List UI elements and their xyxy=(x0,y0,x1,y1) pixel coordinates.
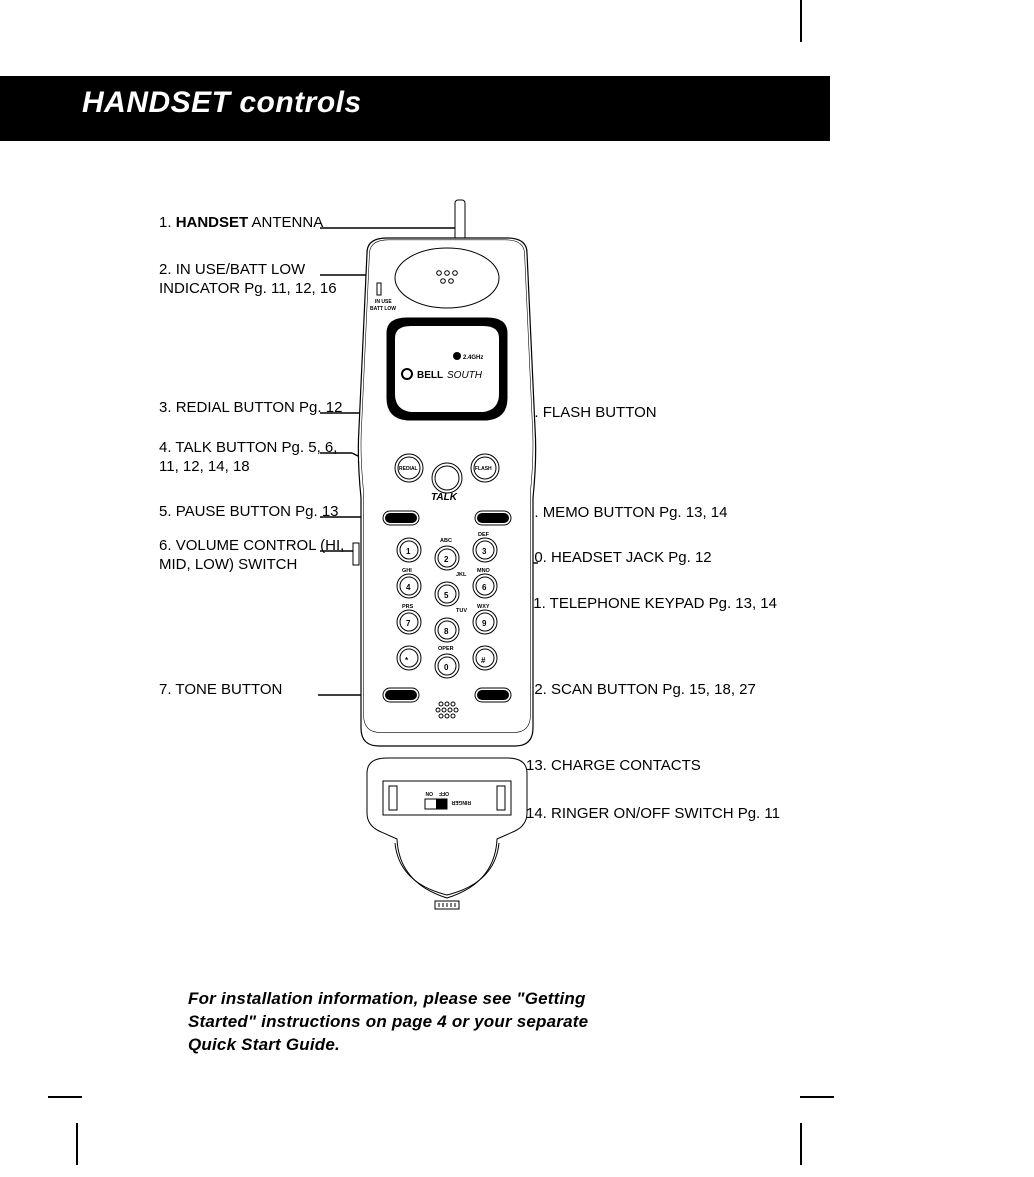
callout-bold: HANDSET xyxy=(176,214,249,231)
callout-num: 4. xyxy=(159,439,172,456)
svg-text:PRS: PRS xyxy=(402,604,414,610)
handset-diagram: 1. HANDSET ANTENNA 2. IN USE/BATT LOW IN… xyxy=(82,158,952,938)
svg-text:6: 6 xyxy=(482,583,487,592)
handset-front-illustration: IN USE BATT LOW 2.4GHz BELL SOUTH xyxy=(347,198,547,818)
svg-text:JKL: JKL xyxy=(456,572,467,578)
page-title: HANDSET controls xyxy=(82,86,362,120)
svg-text:#: # xyxy=(481,656,486,665)
label-tone: TONE xyxy=(393,693,407,699)
callout-12: 12. SCAN BUTTON Pg. 15, 18, 27 xyxy=(526,681,786,700)
crop-mark xyxy=(800,0,802,42)
crop-mark xyxy=(48,1096,82,1098)
svg-text:ABC: ABC xyxy=(440,538,452,544)
callout-text: SCAN BUTTON Pg. 15, 18, 27 xyxy=(551,681,756,698)
svg-text:DEF: DEF xyxy=(478,532,490,538)
svg-text:7: 7 xyxy=(406,619,411,628)
label-ghz: 2.4GHz xyxy=(463,355,483,361)
callout-3: 3. REDIAL BUTTON Pg. 12 xyxy=(159,399,349,418)
callout-9: 9. MEMO BUTTON Pg. 13, 14 xyxy=(526,504,786,523)
crop-mark xyxy=(76,1123,78,1165)
callout-num: 6. xyxy=(159,537,172,554)
svg-text:MNO: MNO xyxy=(477,568,491,574)
callout-num: 7. xyxy=(159,681,172,698)
callout-text: TALK BUTTON Pg. 5, 6, 11, 12, 14, 18 xyxy=(159,439,337,475)
svg-text:9: 9 xyxy=(482,619,487,628)
label-off: OFF xyxy=(439,790,449,796)
callout-2: 2. IN USE/BATT LOW INDICATOR Pg. 11, 12,… xyxy=(159,261,349,299)
label-flash: FLASH xyxy=(475,466,492,472)
svg-text:2: 2 xyxy=(444,555,449,564)
callout-1: 1. HANDSET ANTENNA xyxy=(159,214,349,233)
installation-footnote: For installation information, please see… xyxy=(188,988,608,1057)
svg-text:8: 8 xyxy=(444,627,449,636)
svg-text:5: 5 xyxy=(444,591,449,600)
callout-11: 11. TELEPHONE KEYPAD Pg. 13, 14 xyxy=(526,595,786,614)
svg-text:0: 0 xyxy=(444,663,449,672)
callout-num: 3. xyxy=(159,399,172,416)
title-band: HANDSET controls xyxy=(0,76,830,141)
callout-rest: ANTENNA xyxy=(248,214,323,231)
crop-mark xyxy=(800,1096,834,1098)
label-redial: REDIAL xyxy=(399,466,418,472)
callout-14: 14. RINGER ON/OFF SWITCH Pg. 11 xyxy=(526,805,786,824)
callout-text: CHARGE CONTACTS xyxy=(551,757,701,774)
label-talk: TALK xyxy=(431,492,458,503)
svg-text:WXY: WXY xyxy=(477,604,490,610)
svg-text:GHI: GHI xyxy=(402,568,412,574)
callout-4: 4. TALK BUTTON Pg. 5, 6, 11, 12, 14, 18 xyxy=(159,439,349,477)
brand-bold: BELL xyxy=(417,370,443,381)
svg-text:4: 4 xyxy=(406,583,411,592)
callout-text: TONE BUTTON xyxy=(175,681,282,698)
handset-bottom-illustration: RINGER OFF ON xyxy=(347,753,547,923)
callout-text: RINGER ON/OFF SWITCH Pg. 11 xyxy=(551,805,780,822)
callout-8: 8. FLASH BUTTON xyxy=(526,404,786,423)
svg-text:1: 1 xyxy=(406,547,411,556)
callout-text: PAUSE BUTTON Pg. 13 xyxy=(176,503,339,520)
callout-7: 7. TONE BUTTON xyxy=(159,681,349,700)
crop-mark xyxy=(800,1123,802,1165)
label-pause: PAUSE xyxy=(392,516,410,522)
callout-num: 2. xyxy=(159,261,172,278)
callout-text: IN USE/BATT LOW INDICATOR Pg. 11, 12, 16 xyxy=(159,261,337,297)
svg-text:3: 3 xyxy=(482,547,487,556)
keypad: 1 2 3 ABC DEF 4 5 6 GHI JKL MNO 7 8 9 xyxy=(397,532,497,678)
label-on: ON xyxy=(425,790,433,796)
callout-num: 1. xyxy=(159,214,172,231)
brand-italic: SOUTH xyxy=(447,370,483,381)
callout-text: FLASH BUTTON xyxy=(543,404,657,421)
callout-text: HEADSET JACK Pg. 12 xyxy=(551,549,712,566)
callout-text: REDIAL BUTTON Pg. 12 xyxy=(176,399,343,416)
label-ringer: RINGER xyxy=(451,799,471,805)
callout-13: 13. CHARGE CONTACTS xyxy=(526,757,786,776)
label-memo: MEMO xyxy=(485,516,501,522)
callout-10: 10. HEADSET JACK Pg. 12 xyxy=(526,549,786,568)
callout-num: 5. xyxy=(159,503,172,520)
callout-text: VOLUME CONTROL (HI, MID, LOW) SWITCH xyxy=(159,537,344,573)
svg-text:OPER: OPER xyxy=(438,646,454,652)
label-in-use: IN USE xyxy=(375,299,392,305)
callout-text: TELEPHONE KEYPAD Pg. 13, 14 xyxy=(550,595,777,612)
svg-text:TUV: TUV xyxy=(456,608,467,614)
callout-text: MEMO BUTTON Pg. 13, 14 xyxy=(543,504,728,521)
callout-5: 5. PAUSE BUTTON Pg. 13 xyxy=(159,503,349,522)
callout-6: 6. VOLUME CONTROL (HI, MID, LOW) SWITCH xyxy=(159,537,349,575)
label-batt-low: BATT LOW xyxy=(370,306,396,312)
label-scan: SCAN xyxy=(485,693,500,699)
